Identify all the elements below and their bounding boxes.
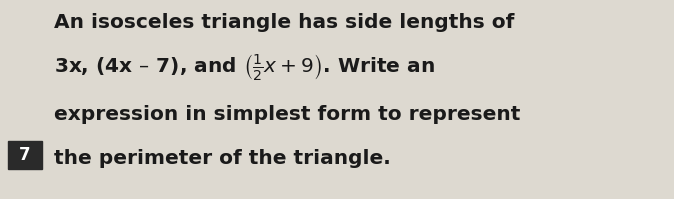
Text: 7: 7 <box>19 146 31 164</box>
Text: the perimeter of the triangle.: the perimeter of the triangle. <box>54 148 391 168</box>
Text: 3x, (4x – 7), and $\left(\frac{1}{2}x + 9\right)$. Write an: 3x, (4x – 7), and $\left(\frac{1}{2}x + … <box>54 53 435 83</box>
Text: An isosceles triangle has side lengths of: An isosceles triangle has side lengths o… <box>54 13 514 31</box>
Text: expression in simplest form to represent: expression in simplest form to represent <box>54 105 520 125</box>
FancyBboxPatch shape <box>8 141 42 169</box>
